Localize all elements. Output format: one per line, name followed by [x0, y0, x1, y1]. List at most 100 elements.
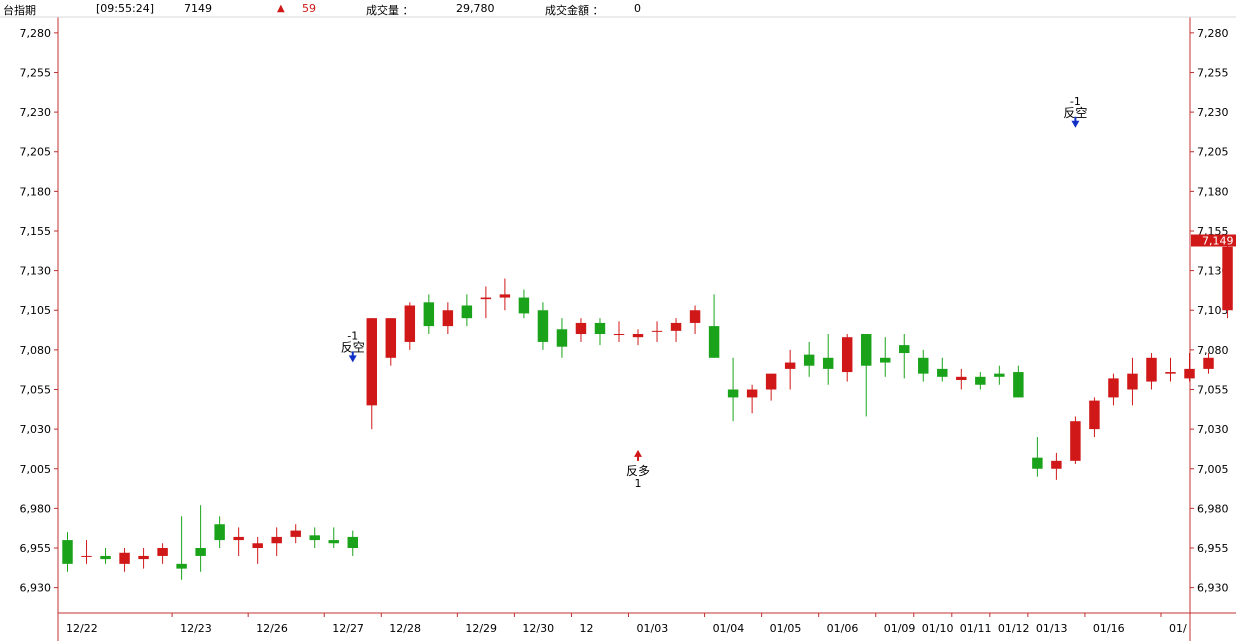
amount-label: 成交金額 ： — [545, 4, 604, 17]
y-tick-label-right: 7,005 — [1197, 463, 1229, 476]
candle-body — [1051, 460, 1062, 469]
short-arrow-icon — [1071, 116, 1080, 128]
candle-body — [1165, 372, 1176, 374]
candle-body — [594, 322, 606, 335]
candle-body — [1070, 421, 1081, 461]
signal-count: 1 — [635, 477, 642, 490]
y-tick-label-right: 7,105 — [1197, 304, 1229, 317]
x-tick-label: 01/10 — [922, 622, 954, 635]
candle-body — [119, 552, 130, 564]
y-tick-label-left: 7,005 — [20, 463, 52, 476]
candle-body — [499, 294, 511, 298]
candle-body — [841, 337, 853, 373]
y-tick-label-right: 6,980 — [1197, 502, 1229, 515]
candle-body — [1127, 373, 1138, 390]
y-tick-label-left: 7,030 — [20, 423, 52, 436]
candle-body — [975, 376, 986, 385]
y-tick-label-left: 7,105 — [20, 304, 52, 317]
short-arrow-icon — [348, 351, 357, 363]
candle-body — [537, 310, 549, 342]
y-tick-label-left: 7,230 — [20, 106, 52, 119]
candle-body — [765, 373, 777, 390]
candle-body — [100, 555, 111, 560]
x-tick-label: 12/28 — [389, 622, 421, 635]
signal-count: -1 — [347, 329, 358, 342]
candle-body — [442, 310, 454, 327]
y-tick-label-left: 7,205 — [20, 146, 52, 159]
candle-body — [233, 536, 244, 541]
x-tick-label: 01/ — [1169, 622, 1187, 635]
y-tick-label-left: 6,980 — [20, 502, 52, 515]
y-tick-label-right: 6,955 — [1197, 542, 1229, 555]
candle-body — [518, 297, 530, 314]
candle-body — [385, 318, 397, 358]
signal-label: 反空 — [1063, 106, 1087, 120]
volume-value: 29,780 — [456, 2, 495, 15]
x-tick-label: 12 — [579, 622, 593, 635]
candle-body — [1203, 357, 1214, 369]
x-tick-label: 01/06 — [827, 622, 859, 635]
x-tick-label: 01/16 — [1093, 622, 1125, 635]
candle-body — [803, 354, 815, 366]
quote-header: 台指期 [09:55:24] 7149 ▲ 59 成交量 ： 29,780 成交… — [0, 0, 1236, 17]
x-tick-label: 12/23 — [180, 622, 212, 635]
candle-body — [1222, 246, 1233, 311]
candle-body — [1184, 368, 1195, 379]
y-tick-label-right: 7,130 — [1197, 265, 1229, 278]
x-tick-label: 01/13 — [1036, 622, 1068, 635]
last-price-label: 7,149 — [1202, 235, 1234, 248]
signal-count: -1 — [1070, 95, 1081, 108]
candle-body — [956, 376, 967, 380]
x-tick-label: 01/03 — [637, 622, 669, 635]
candle-body — [81, 555, 92, 557]
x-tick-label: 12/22 — [66, 622, 98, 635]
y-tick-label-right: 7,030 — [1197, 423, 1229, 436]
candle-body — [214, 524, 225, 541]
y-tick-label-left: 7,180 — [20, 185, 52, 198]
y-tick-label-left: 7,280 — [20, 27, 52, 40]
candle-body — [689, 310, 701, 323]
volume-label: 成交量 ： — [366, 4, 414, 17]
candle-body — [822, 357, 834, 369]
candle-body — [138, 555, 149, 560]
x-tick-label: 01/12 — [998, 622, 1030, 635]
candle-body — [461, 305, 473, 319]
candle-body — [1089, 400, 1100, 430]
y-tick-label-right: 6,930 — [1197, 582, 1229, 595]
long-arrow-icon — [634, 449, 643, 461]
y-tick-label-left: 7,130 — [20, 265, 52, 278]
candle-body — [252, 543, 263, 549]
candle-body — [651, 330, 663, 332]
y-tick-label-left: 7,055 — [20, 384, 52, 397]
candle-body — [899, 345, 910, 354]
candle-body — [157, 548, 168, 556]
y-tick-label-left: 6,930 — [20, 582, 52, 595]
candle-body — [1146, 357, 1157, 382]
x-tick-label: 12/26 — [256, 622, 288, 635]
x-tick-label: 12/30 — [522, 622, 554, 635]
candle-body — [880, 357, 891, 363]
candle-body — [423, 302, 435, 327]
candle-body — [708, 326, 720, 358]
y-tick-label-right: 7,205 — [1197, 146, 1229, 159]
candle-body — [937, 368, 948, 377]
candle-body — [195, 548, 206, 556]
x-tick-label: 01/04 — [713, 622, 745, 635]
candle-body — [404, 305, 416, 342]
candle-body — [727, 389, 739, 398]
candle-body — [784, 362, 796, 369]
candle-body — [670, 322, 682, 331]
candle-body — [1032, 457, 1043, 469]
candle-body — [918, 357, 929, 374]
candle-body — [860, 334, 872, 366]
price-change: 59 — [302, 2, 316, 15]
candle-body — [575, 322, 587, 335]
candle-body — [1013, 372, 1024, 398]
last-price: 7149 — [184, 2, 212, 15]
symbol-name: 台指期 — [3, 4, 36, 17]
candle-body — [309, 535, 320, 541]
x-tick-label: 12/29 — [465, 622, 497, 635]
y-tick-label-right: 7,280 — [1197, 27, 1229, 40]
quote-time: [09:55:24] — [96, 2, 154, 15]
